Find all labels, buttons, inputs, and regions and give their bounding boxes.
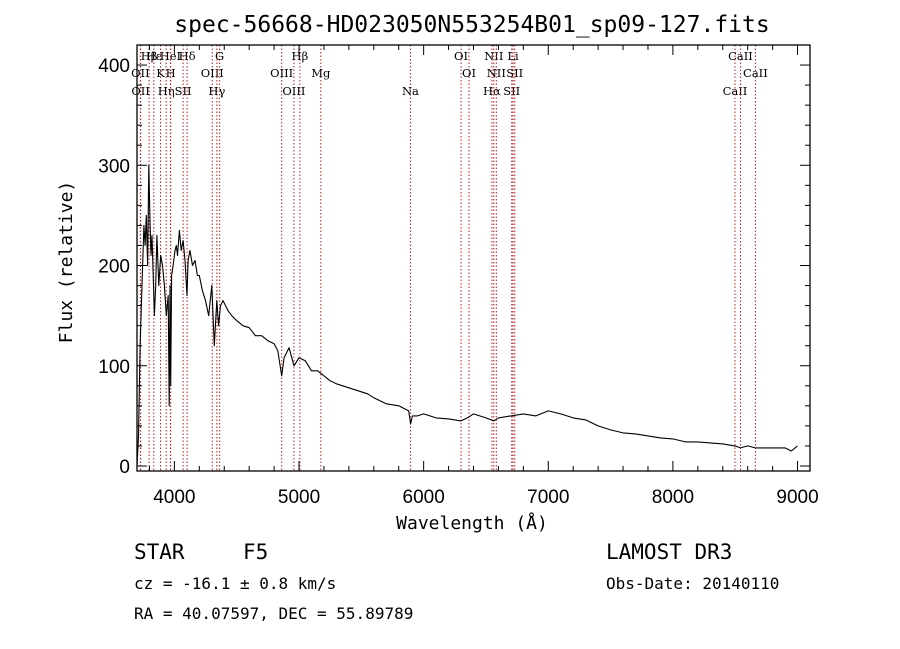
spectral-line-label: OI: [462, 66, 476, 80]
x-axis-label: Wavelength (Å): [396, 512, 548, 534]
survey-name: LAMOST DR3: [606, 540, 732, 564]
x-tick-label: 8000: [652, 487, 694, 508]
spectral-line-label: SII: [503, 84, 520, 98]
spectral-line-label: OII: [131, 84, 150, 98]
spectral-line-label: Li: [507, 49, 519, 63]
spectral-line-label: NII: [487, 66, 506, 80]
x-tick-label: 6000: [403, 487, 445, 508]
spectrum-line: [136, 164, 798, 467]
chart-title: spec-56668-HD023050N553254B01_sp09-127.f…: [174, 12, 769, 38]
y-axis-label: Flux (relative): [56, 181, 77, 344]
spectral-line-label: Hβ: [292, 49, 309, 63]
spectral-line-label: SII: [175, 84, 192, 98]
spectral-line-label: Mg: [311, 66, 331, 80]
y-axis-ticks: 0 100 200 300 400: [98, 56, 810, 478]
spectral-line-label: OIII: [270, 66, 293, 80]
spectral-line-label: CaII: [723, 84, 748, 98]
x-tick-label: 4000: [153, 487, 195, 508]
y-tick-label: 300: [98, 156, 130, 177]
spectral-line-label: K: [156, 66, 165, 80]
y-tick-label: 200: [98, 257, 130, 278]
spectral-line-label: G: [215, 49, 224, 63]
x-axis-ticks: 4000 5000 6000 7000 8000 9000: [148, 45, 819, 508]
spectral-line-label: SII: [506, 66, 523, 80]
spectral-line-label: OI: [454, 49, 468, 63]
spectrum-series: [136, 164, 798, 467]
x-tick-label: 7000: [527, 487, 569, 508]
y-tick-label: 0: [119, 457, 130, 478]
obs-date-line: Obs-Date: 20140110: [606, 574, 779, 593]
object-subclass: F5: [243, 540, 268, 564]
y-tick-label: 100: [98, 357, 130, 378]
spectral-line-label: Hγ: [208, 84, 225, 98]
x-tick-label: 5000: [278, 487, 320, 508]
spectral-line-markers: HβOIIOIIHεKHηHeIHSIIHδOIIIHγGOIIIOIIIHβM…: [131, 45, 768, 471]
coordinates-line: RA = 40.07597, DEC = 55.89789: [134, 604, 413, 623]
y-tick-label: 400: [98, 56, 130, 77]
plot-frame: [136, 44, 811, 472]
spectral-line-label: Hη: [158, 84, 175, 98]
spectral-line-label: H: [166, 66, 176, 80]
redshift-line: cz = -16.1 ± 0.8 km/s: [134, 574, 336, 593]
spectral-line-label: Hα: [483, 84, 501, 98]
spectral-line-label: Hε: [146, 49, 162, 63]
x-tick-label: 9000: [776, 487, 818, 508]
spectral-line-label: OIII: [201, 66, 224, 80]
spectral-line-label: CaII: [728, 49, 753, 63]
object-class: STAR: [134, 540, 185, 564]
spectral-line-label: Hδ: [179, 49, 196, 63]
spectral-line-label: CaII: [743, 66, 768, 80]
spectral-line-label: NII: [484, 49, 503, 63]
spectral-line-label: OIII: [282, 84, 305, 98]
spectral-line-label: Na: [402, 84, 419, 98]
